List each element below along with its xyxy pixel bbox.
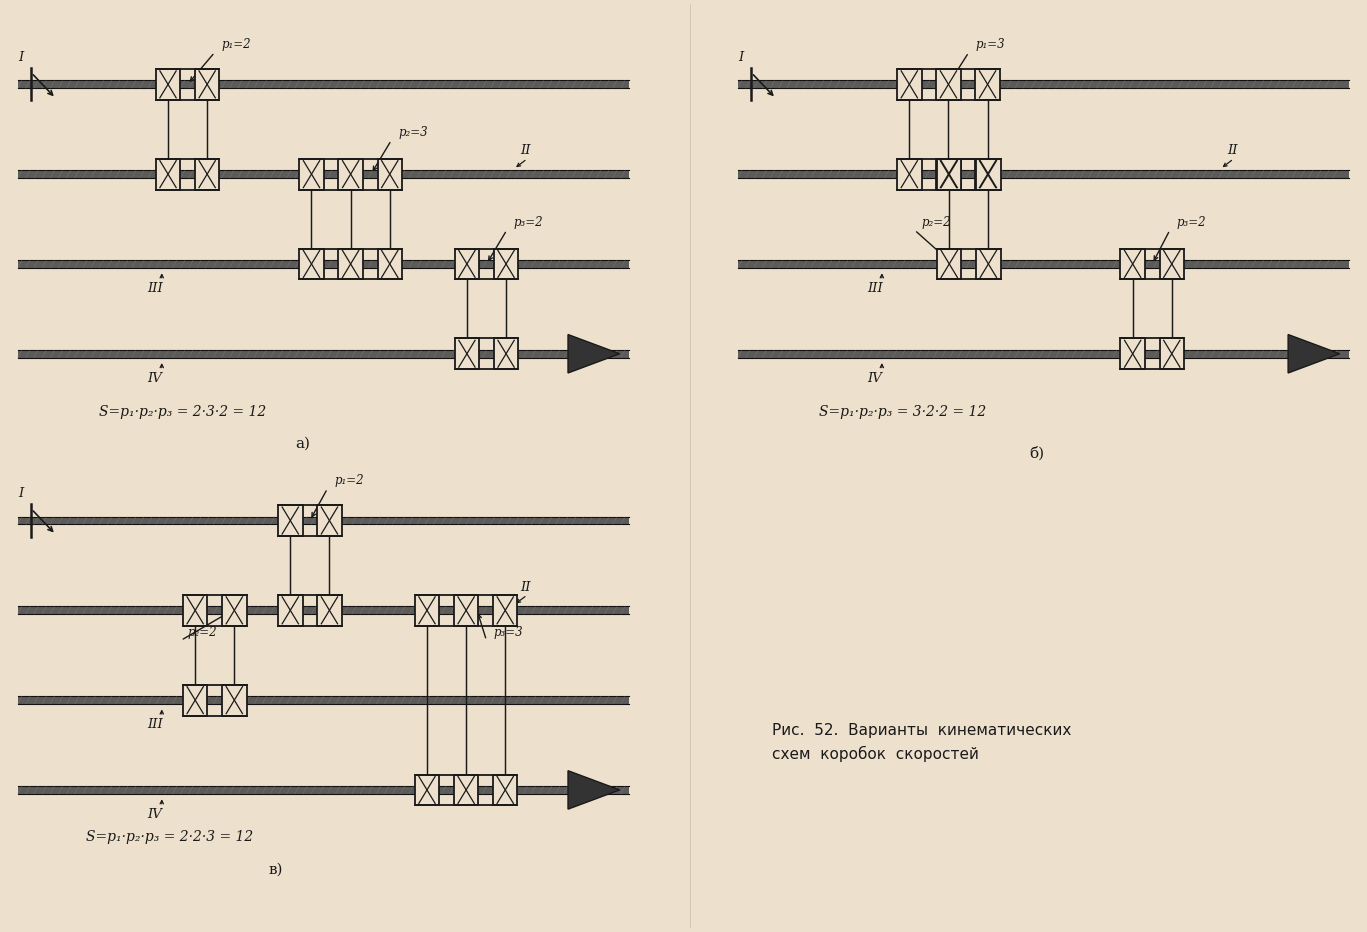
Text: III: III xyxy=(867,281,883,295)
Bar xyxy=(738,171,1349,178)
Bar xyxy=(18,260,629,267)
Bar xyxy=(221,595,246,625)
Bar xyxy=(414,595,439,625)
Bar xyxy=(18,171,629,178)
Text: Рис.  52.  Варианты  кинематических
схем  коробок  скоростей: Рис. 52. Варианты кинематических схем ко… xyxy=(772,722,1072,761)
Text: p₃=2: p₃=2 xyxy=(1177,215,1206,228)
Bar xyxy=(897,158,921,189)
Bar xyxy=(493,338,518,369)
Bar xyxy=(936,158,961,189)
Text: p₁=2: p₁=2 xyxy=(335,474,364,487)
Bar xyxy=(299,158,324,189)
Polygon shape xyxy=(569,771,619,809)
Text: III: III xyxy=(146,718,163,731)
Text: II: II xyxy=(521,581,530,594)
Text: I: I xyxy=(18,487,23,500)
Text: p₁=3: p₁=3 xyxy=(976,38,1005,51)
Text: в): в) xyxy=(269,862,283,876)
Text: IV: IV xyxy=(146,372,161,385)
Text: IV: IV xyxy=(146,808,161,821)
Bar xyxy=(377,158,402,189)
Bar xyxy=(278,505,302,536)
Text: II: II xyxy=(521,144,530,158)
Text: III: III xyxy=(146,281,163,295)
Text: S=p₁·p₂·p₃ = 3·2·2 = 12: S=p₁·p₂·p₃ = 3·2·2 = 12 xyxy=(819,405,987,419)
Polygon shape xyxy=(1288,335,1340,373)
Bar xyxy=(18,350,629,358)
Text: I: I xyxy=(18,51,23,63)
Bar xyxy=(936,249,961,280)
Bar xyxy=(317,505,342,536)
Bar xyxy=(738,260,1349,267)
Text: p₃=2: p₃=2 xyxy=(514,215,543,228)
Bar xyxy=(1159,249,1184,280)
Bar xyxy=(1121,338,1146,369)
Text: II: II xyxy=(1228,144,1237,158)
Bar xyxy=(18,786,629,794)
Bar xyxy=(183,685,208,716)
Text: IV: IV xyxy=(867,372,882,385)
Bar xyxy=(738,80,1349,89)
Bar xyxy=(455,338,480,369)
Text: а): а) xyxy=(295,437,310,451)
Bar xyxy=(414,774,439,805)
Text: S=p₁·p₂·p₃ = 2·3·2 = 12: S=p₁·p₂·p₃ = 2·3·2 = 12 xyxy=(100,405,267,419)
Bar xyxy=(156,69,180,100)
Bar xyxy=(183,595,208,625)
Bar xyxy=(975,69,999,100)
Bar xyxy=(317,595,342,625)
Bar xyxy=(339,158,362,189)
Bar xyxy=(455,249,480,280)
Bar xyxy=(493,249,518,280)
Bar xyxy=(454,595,478,625)
Text: S=p₁·p₂·p₃ = 2·2·3 = 12: S=p₁·p₂·p₃ = 2·2·3 = 12 xyxy=(86,830,253,844)
Bar xyxy=(897,69,921,100)
Bar xyxy=(221,685,246,716)
Bar xyxy=(195,158,219,189)
Bar xyxy=(18,516,629,525)
Text: p₂=3: p₂=3 xyxy=(398,126,428,139)
Bar xyxy=(18,696,629,704)
Bar xyxy=(454,774,478,805)
Bar xyxy=(936,158,961,189)
Bar xyxy=(299,249,324,280)
Bar xyxy=(377,249,402,280)
Text: p₁=2: p₁=2 xyxy=(221,38,252,51)
Bar xyxy=(339,249,362,280)
Polygon shape xyxy=(569,335,619,373)
Bar xyxy=(493,595,518,625)
Bar xyxy=(278,595,302,625)
Bar xyxy=(195,69,219,100)
Bar xyxy=(976,249,1001,280)
Bar xyxy=(493,774,518,805)
Bar xyxy=(156,158,180,189)
Bar xyxy=(18,607,629,614)
Bar xyxy=(1121,249,1146,280)
Bar xyxy=(738,350,1349,358)
Bar xyxy=(936,69,961,100)
Text: б): б) xyxy=(1029,446,1044,461)
Text: I: I xyxy=(738,51,744,63)
Text: p₂=2: p₂=2 xyxy=(187,626,217,639)
Bar xyxy=(976,158,1001,189)
Bar xyxy=(1159,338,1184,369)
Text: p₂=2: p₂=2 xyxy=(921,215,951,228)
Bar xyxy=(975,158,999,189)
Text: p₃=3: p₃=3 xyxy=(493,626,524,639)
Bar xyxy=(18,80,629,89)
